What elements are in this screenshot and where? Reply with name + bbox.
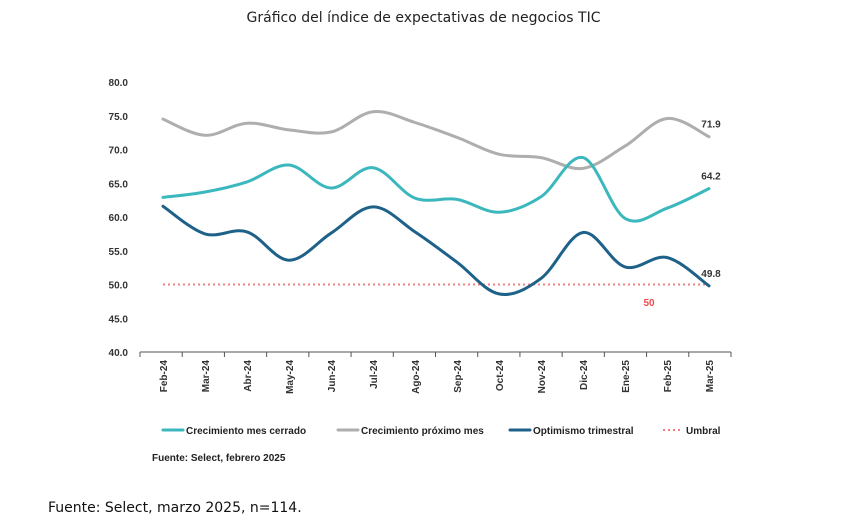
x-tick-label: May-24	[285, 360, 296, 394]
y-tick-label: 65.0	[109, 179, 129, 190]
x-tick-label: Nov-24	[537, 360, 548, 394]
x-axis: Feb-24 Mar-24 Abr-24 May-24 Jun-24 Jul-24 Ago-…	[139, 351, 732, 394]
footnote: Fuente: Select, marzo 2025, n=114.	[48, 500, 302, 516]
x-tick-label: Jun-24	[327, 360, 338, 393]
x-tick-label: Feb-25	[663, 360, 674, 393]
y-tick-label: 55.0	[109, 247, 129, 258]
legend-label-optimismo-trimestral: Optimismo trimestral	[533, 426, 634, 437]
x-tick-label: Mar-24	[201, 360, 212, 393]
series-line-crecimiento-mes-cerrado	[161, 156, 711, 223]
legend: Crecimiento mes cerrado Crecimiento próxi…	[161, 426, 721, 437]
page-title: Gráfico del índice de expectativas de ne…	[246, 10, 601, 26]
end-value-label: 49.8	[701, 269, 721, 280]
y-tick-label: 70.0	[109, 146, 129, 157]
chart-source-note: Fuente: Select, febrero 2025	[152, 453, 286, 464]
x-tick-label: Ene-25	[621, 360, 632, 393]
legend-label-umbral: Umbral	[686, 426, 721, 437]
x-tick-label: Mar-25	[705, 360, 716, 393]
legend-label-crecimiento-proximo-mes: Crecimiento próximo mes	[361, 426, 484, 437]
y-tick-label: 45.0	[109, 314, 129, 325]
y-tick-label: 50.0	[109, 281, 129, 292]
legend-label-crecimiento-mes-cerrado: Crecimiento mes cerrado	[186, 426, 306, 437]
x-tick-label: Oct-24	[495, 360, 506, 392]
x-tick-label: Feb-24	[159, 360, 170, 393]
x-tick-label: Ago-24	[411, 360, 422, 394]
y-tick-label: 60.0	[109, 213, 129, 224]
series-line-optimismo-trimestral	[161, 204, 711, 296]
line-chart: 40.0 45.0 50.0 55.0 60.0 65.0 70.0 75.0 80.0 Feb…	[109, 78, 732, 464]
end-value-label: 71.9	[701, 120, 721, 131]
end-value-label: 64.2	[701, 172, 721, 183]
y-tick-label: 75.0	[109, 112, 129, 123]
series-line-crecimiento-proximo-mes	[161, 110, 711, 171]
x-tick-label: Abr-24	[243, 360, 254, 392]
x-tick-label: Jul-24	[369, 360, 380, 389]
y-axis: 40.0 45.0 50.0 55.0 60.0 65.0 70.0 75.0 80.0	[109, 78, 129, 359]
x-tick-label: Dic-24	[579, 360, 590, 390]
series-lines	[161, 110, 711, 296]
threshold-value-label: 50	[643, 298, 655, 309]
y-tick-label: 40.0	[109, 348, 129, 359]
data-labels: 71.9 64.2 50 49.8	[643, 120, 721, 309]
y-tick-label: 80.0	[109, 78, 129, 89]
x-tick-label: Sep-24	[453, 360, 464, 393]
